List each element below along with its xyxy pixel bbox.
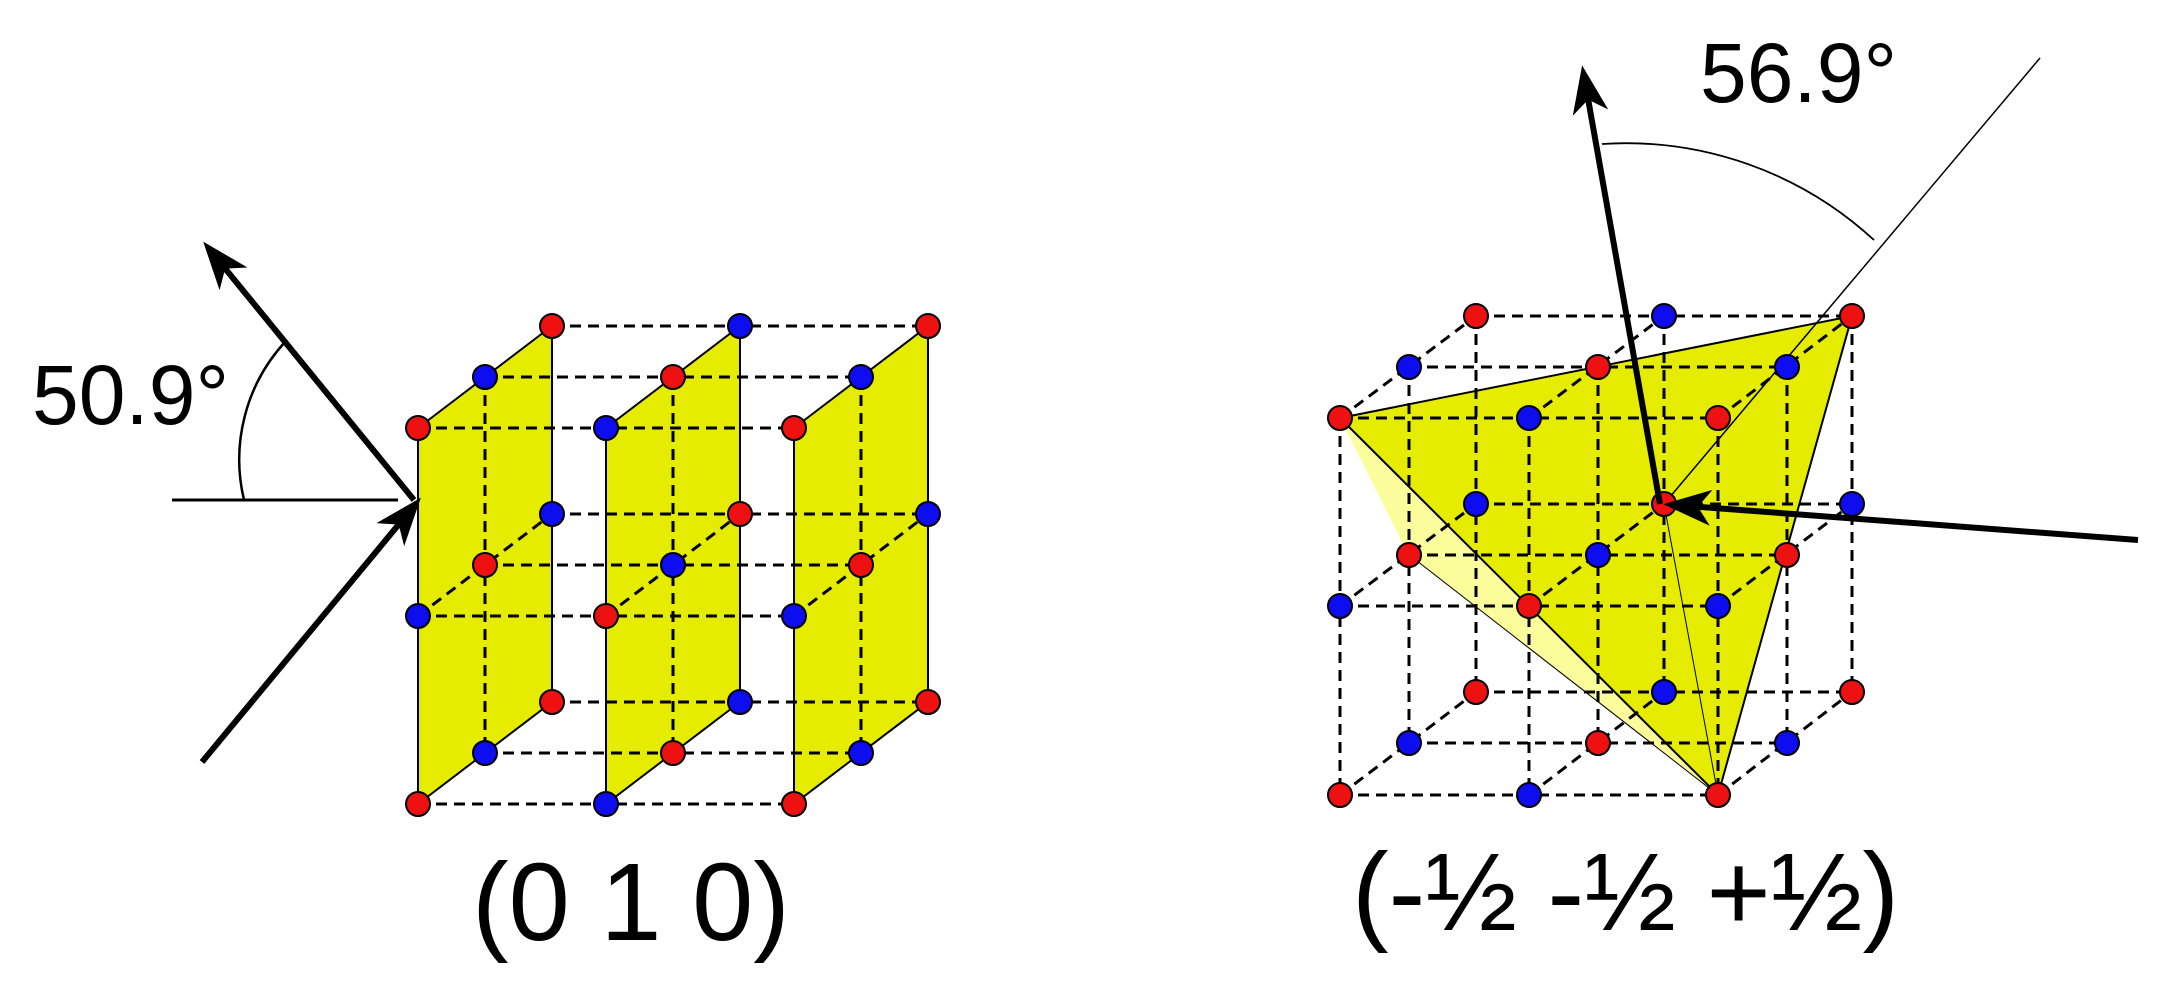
angle-arc	[1601, 142, 1875, 241]
angle-arc	[238, 341, 286, 501]
normal-guide-line	[1663, 57, 2041, 505]
right-panel: 56.9° (-½ -½ +½)	[1327, 26, 2139, 954]
plane-label: (0 1 0)	[472, 841, 790, 964]
reflected-ray-arrow	[1572, 65, 1663, 505]
plane-edge-inner	[1407, 553, 1719, 796]
angle-label: 50.9°	[32, 348, 229, 442]
lattice-atoms	[405, 313, 941, 817]
reflected-ray-arrow	[203, 241, 417, 502]
left-panel: 50.9° (0 1 0)	[32, 241, 941, 964]
angle-label: 56.9°	[1700, 26, 1897, 120]
incident-ray-arrow	[1663, 489, 2139, 543]
lattice-atoms	[1327, 303, 1865, 808]
plane-diagonal	[1663, 503, 1719, 796]
incident-ray-arrow	[199, 497, 421, 764]
plane-label: (-½ -½ +½)	[1352, 831, 1899, 954]
